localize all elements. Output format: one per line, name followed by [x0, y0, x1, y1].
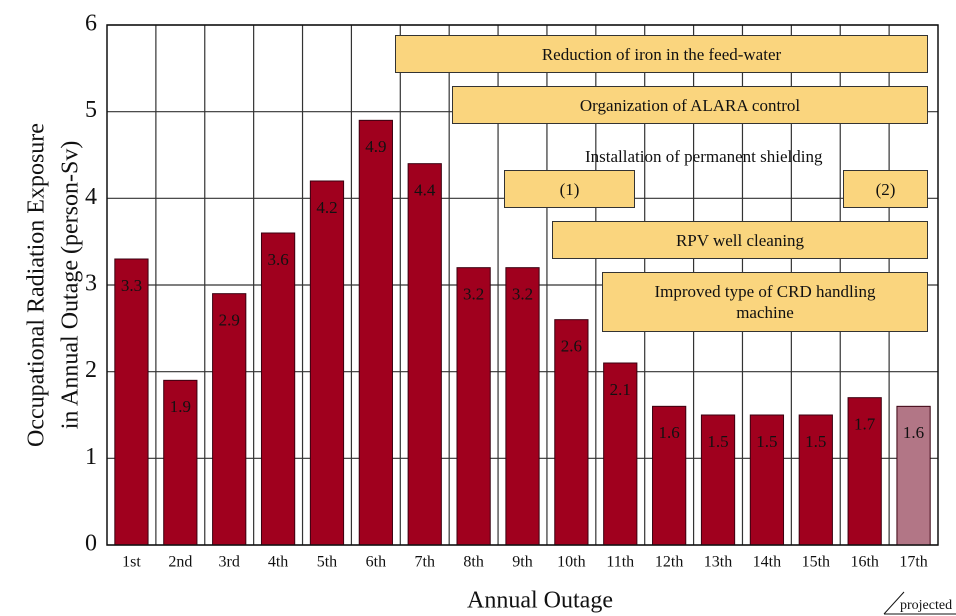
x-tick-label: 12th: [655, 554, 683, 571]
value-label: 1.7: [854, 415, 876, 434]
x-tick-label: 17th: [899, 554, 927, 571]
value-label: 1.5: [805, 432, 826, 451]
plot-frame: [106, 24, 939, 546]
y-tick-label: 6: [85, 11, 97, 37]
value-label: 3.2: [512, 285, 533, 304]
bar: [407, 163, 442, 546]
value-label: 3.6: [267, 250, 288, 269]
x-tick-label: 9th: [512, 554, 532, 571]
value-label: 2.9: [219, 311, 240, 330]
projected-note: projected: [900, 598, 952, 613]
x-tick-label: 4th: [268, 554, 288, 571]
bar: [358, 119, 393, 546]
x-axis-label: Annual Outage: [467, 588, 613, 614]
value-label: 1.5: [756, 432, 777, 451]
x-tick-label: 10th: [557, 554, 585, 571]
x-tick-label: 14th: [753, 554, 781, 571]
bar: [309, 180, 345, 546]
value-label: 1.9: [170, 397, 191, 416]
y-tick-label: 0: [85, 531, 97, 557]
bar: [212, 293, 247, 546]
projected-pointer: [883, 591, 905, 615]
bar: [603, 362, 638, 546]
bar: [114, 258, 149, 546]
bar: [456, 267, 491, 546]
y-axis-label-group: Occupational Radiation Exposure in Annua…: [24, 123, 84, 447]
x-tick-label: 7th: [415, 554, 435, 571]
y-tick-label: 3: [85, 271, 97, 297]
value-label: 2.1: [610, 380, 631, 399]
y-tick-label: 1: [85, 444, 97, 470]
y-tick-label: 4: [85, 184, 97, 210]
x-tick-label: 16th: [850, 554, 878, 571]
value-label: 4.2: [316, 198, 337, 217]
x-tick-label: 2nd: [168, 554, 192, 571]
x-tick-label: 8th: [463, 554, 483, 571]
bar: [749, 414, 785, 546]
x-tick-label: 11th: [606, 554, 634, 571]
x-tick-label: 3rd: [219, 554, 240, 571]
x-tick-label: 15th: [802, 554, 830, 571]
bar: [554, 319, 589, 546]
bar: [896, 405, 931, 546]
annotation-box: Improved type of CRD handling machine: [602, 272, 928, 332]
bar: [260, 232, 296, 546]
annotation-box: Reduction of iron in the feed-water: [395, 35, 928, 73]
x-tick-label: 13th: [704, 554, 732, 571]
value-label: 1.6: [659, 423, 680, 442]
value-label: 2.6: [561, 337, 582, 356]
annotation-box: (1): [504, 170, 635, 208]
x-tick-label: 5th: [317, 554, 337, 571]
value-label: 3.2: [463, 285, 484, 304]
y-axis-label: Occupational Radiation Exposure: [24, 123, 50, 447]
value-label: 4.4: [414, 181, 436, 200]
annotation-text: Installation of permanent shielding: [585, 147, 823, 166]
value-label: 3.3: [121, 276, 142, 295]
x-tick-label: 6th: [366, 554, 386, 571]
y-tick-label: 5: [85, 97, 97, 123]
annotation-box: RPV well cleaning: [552, 221, 928, 259]
value-label: 1.5: [707, 432, 728, 451]
x-tick-label: 1st: [122, 554, 141, 571]
annotation-box: Organization of ALARA control: [452, 86, 928, 124]
y-axis-label: in Annual Outage (person-Sv): [58, 141, 84, 430]
value-label: 1.6: [903, 423, 924, 442]
annotation-box: (2): [843, 170, 928, 208]
bar: [505, 267, 540, 546]
bar: [163, 379, 198, 546]
y-tick-label: 2: [85, 357, 97, 383]
bar: [798, 414, 833, 546]
value-label: 4.9: [365, 137, 386, 156]
